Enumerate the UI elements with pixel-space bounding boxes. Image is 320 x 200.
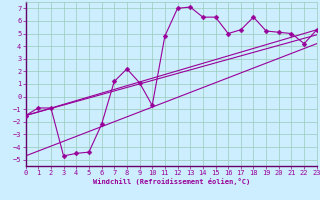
X-axis label: Windchill (Refroidissement éolien,°C): Windchill (Refroidissement éolien,°C) (92, 178, 250, 185)
